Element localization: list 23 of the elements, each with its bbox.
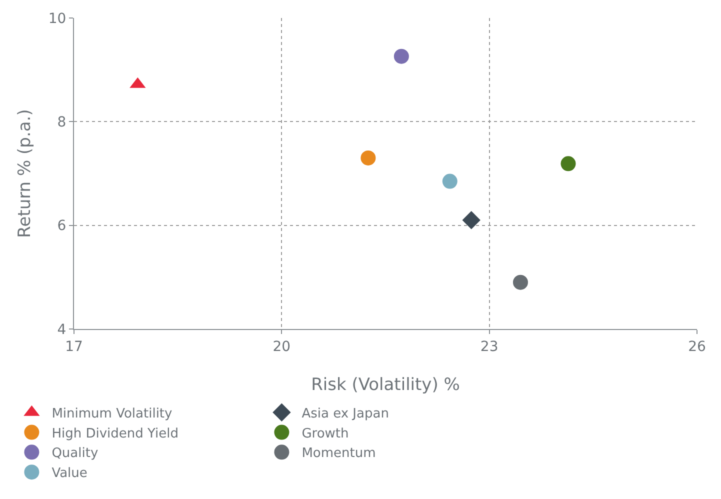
point	[360, 150, 376, 166]
legend-label: Minimum Volatility	[52, 406, 173, 422]
legend-label: High Dividend Yield	[52, 426, 178, 442]
point	[512, 274, 528, 290]
x-tick-label: 17	[65, 338, 83, 355]
y-tick-label: 6	[57, 218, 66, 234]
y-tick-label: 4	[57, 322, 66, 338]
legend-label: Quality	[52, 446, 98, 462]
legend-label: Growth	[302, 426, 349, 442]
y-axis-title: Return % (p.a.)	[15, 109, 35, 238]
x-axis-title: Risk (Volatility) %	[311, 375, 460, 395]
y-tick-label: 10	[48, 10, 66, 27]
point	[560, 156, 576, 172]
y-tick-label: 8	[57, 114, 66, 131]
legend-label: Momentum	[302, 446, 376, 462]
point	[442, 174, 458, 189]
point	[394, 48, 409, 64]
legend-label: Asia ex Japan	[302, 406, 389, 422]
legend-label: Value	[52, 466, 88, 482]
point	[462, 211, 480, 230]
x-tick-label: 20	[272, 338, 291, 355]
x-tick-label: 23	[480, 338, 498, 355]
x-tick-label: 26	[688, 338, 706, 355]
